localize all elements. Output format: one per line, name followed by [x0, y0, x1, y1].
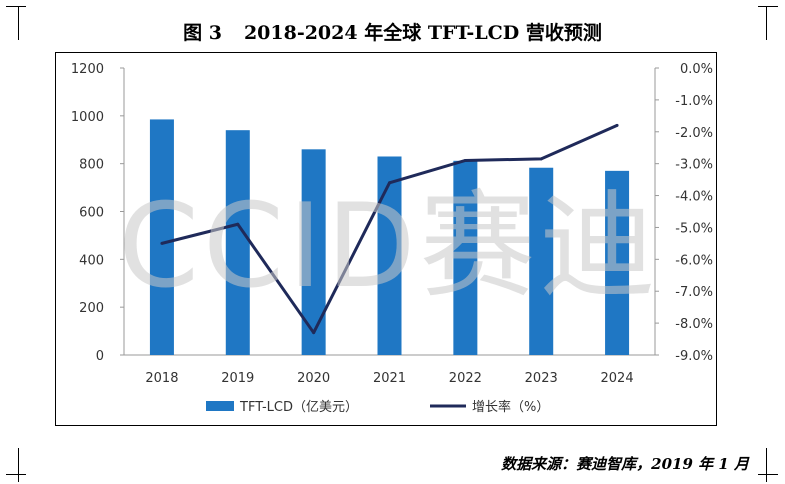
crop-mark: [18, 6, 19, 40]
crop-mark: [18, 448, 19, 482]
crop-mark: [766, 448, 767, 482]
crop-mark: [758, 6, 778, 7]
growth-rate-point: [236, 222, 240, 226]
figure-number: 图 3: [183, 22, 222, 44]
y-right-tick-label: 0.0%: [680, 62, 713, 77]
growth-rate-point: [463, 158, 467, 162]
growth-rate-point: [160, 241, 164, 245]
crop-mark: [6, 474, 26, 475]
y-left-tick-label: 1000: [71, 110, 104, 125]
x-tick-label: 2023: [525, 371, 558, 386]
watermark: CCID赛迪: [118, 179, 660, 314]
y-right-tick-label: -5.0%: [675, 221, 713, 236]
x-tick-label: 2020: [297, 371, 330, 386]
growth-rate-point: [615, 123, 619, 127]
crop-mark: [758, 474, 778, 475]
y-right-tick-label: -6.0%: [675, 253, 713, 268]
bar: [225, 130, 250, 355]
bar: [453, 160, 478, 355]
x-tick-label: 2021: [373, 371, 406, 386]
y-left-tick-label: 400: [79, 253, 104, 268]
crop-mark: [6, 6, 26, 7]
legend-label-line: 增长率（%）: [472, 399, 549, 415]
source-note: 数据来源：赛迪智库，2019 年 1 月: [501, 455, 749, 473]
y-right-tick-label: -1.0%: [675, 94, 713, 109]
growth-rate-point: [539, 157, 543, 161]
x-tick-label: 2019: [221, 371, 254, 386]
growth-rate-point: [388, 181, 391, 185]
legend-label-bar: TFT-LCD（亿美元）: [239, 400, 358, 415]
chart-frame: [55, 52, 717, 426]
y-right-tick-label: -3.0%: [675, 158, 713, 173]
figure-title-text: 2018-2024 年全球 TFT-LCD 营收预测: [243, 22, 602, 44]
y-left-tick-label: 600: [79, 206, 104, 221]
bar: [149, 119, 174, 355]
y-right-tick-label: -2.0%: [675, 126, 713, 141]
y-left-tick-label: 1200: [71, 62, 104, 77]
y-right-tick-label: -4.0%: [675, 190, 713, 205]
bar: [529, 167, 554, 355]
y-right-tick-label: -9.0%: [675, 349, 713, 364]
y-left-tick-label: 200: [79, 301, 104, 316]
bar: [605, 170, 630, 355]
x-tick-label: 2024: [601, 371, 634, 386]
legend-swatch-bar: [206, 401, 234, 411]
x-tick-label: 2022: [449, 371, 482, 386]
figure-title: 图 3 2018-2024 年全球 TFT-LCD 营收预测: [0, 18, 785, 45]
bar: [377, 156, 402, 355]
y-left-tick-label: 800: [79, 158, 104, 173]
crop-mark: [766, 6, 767, 40]
growth-rate-point: [312, 331, 316, 335]
y-right-tick-label: -8.0%: [675, 317, 713, 332]
y-right-tick-label: -7.0%: [675, 285, 713, 300]
y-left-tick-label: 0: [96, 349, 104, 364]
x-tick-label: 2018: [145, 371, 178, 386]
